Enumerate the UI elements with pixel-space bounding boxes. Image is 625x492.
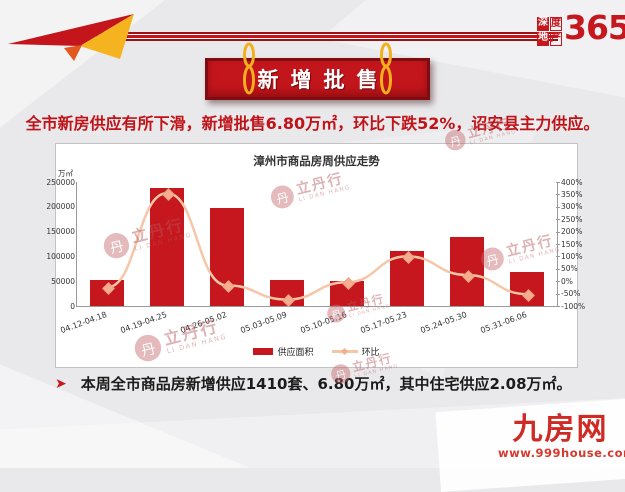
site-url: www.999house.com — [498, 446, 625, 460]
brand-char: 地 — [537, 32, 549, 46]
rope-icon — [243, 42, 255, 95]
x-axis-tick-label: 05.24-05.30 — [419, 310, 469, 336]
brand-char: 度 — [550, 17, 562, 31]
y-right-tick-mark — [556, 293, 560, 295]
y-right-tick-label: -50% — [561, 289, 581, 299]
y-right-tick-label: -100% — [561, 301, 586, 311]
y-left-tick-label: 100000 — [46, 251, 75, 261]
legend-line-swatch — [331, 347, 358, 355]
y-right-tick-label: 250% — [561, 214, 583, 224]
y-axis-unit-label: 万㎡ — [58, 169, 73, 178]
y-right-tick-mark — [556, 244, 560, 245]
y-right-tick-label: 100% — [561, 251, 583, 261]
supply-trend-chart: 漳州市商品房周供应走势 万㎡ 04.12-04.18 04.19-04.25 04.… — [46, 143, 585, 368]
y-right-tick-mark — [556, 206, 560, 208]
divider-line — [96, 32, 542, 41]
legend-item-supply: 供应面积 — [253, 345, 314, 358]
legend-bar-swatch — [253, 348, 274, 355]
section-banner: 新增批售 — [205, 58, 430, 100]
brand-char: 深 — [537, 17, 549, 31]
section-banner-title: 新增批售 — [257, 68, 390, 92]
site-logo: 九房网 www.999house.com — [498, 412, 625, 461]
brand-logo: 深 度 地 产 365 — [537, 10, 625, 46]
legend-item-mom: 环比 — [331, 345, 380, 358]
y-right-tick-label: 400% — [561, 177, 583, 187]
y-right-tick-mark — [556, 281, 560, 283]
x-axis-tick-label: 04.12-04.18 — [59, 310, 109, 336]
y-right-tick-mark — [556, 256, 560, 258]
y-right-tick-mark — [556, 194, 560, 196]
y-right-tick-mark — [556, 306, 560, 307]
y-right-tick-label: 0% — [561, 276, 573, 286]
legend-label: 环比 — [361, 348, 380, 358]
y-right-tick-label: 50% — [561, 264, 578, 274]
y-right-tick-mark — [556, 219, 560, 221]
chart-legend: 供应面积 环比 — [56, 345, 577, 358]
bar — [150, 187, 184, 306]
x-axis-tick-label: 05.31-06.06 — [479, 310, 529, 336]
rope-icon — [380, 42, 392, 95]
summary-note: ➤ 本周全市商品房新增供应1410套、6.80万㎡，其中住宅供应2.08万㎡。 — [55, 374, 585, 394]
brand-number: 365 — [564, 8, 625, 47]
headline-text: 全市新房供应有所下滑，新增批售6.80万㎡，环比下跌52%，诏安县主力供应。 — [25, 114, 600, 133]
arrow-bullet-icon: ➤ — [55, 376, 67, 392]
x-axis-tick-label: 04.26-05.02 — [179, 310, 229, 336]
y-left-tick-label: 50000 — [51, 276, 75, 286]
y-left-tick-label: 150000 — [46, 227, 75, 237]
y-right-tick-mark — [556, 231, 560, 233]
y-right-tick-label: 300% — [561, 202, 583, 212]
site-name: 九房网 — [512, 412, 609, 447]
y-left-tick-label: 0 — [70, 301, 75, 311]
brand-char: 产 — [550, 32, 562, 46]
x-axis-tick-label: 05.17-05.23 — [359, 310, 409, 336]
paper-plane-icon — [8, 14, 134, 61]
y-right-tick-label: 150% — [561, 239, 583, 249]
chart-title: 漳州市商品房周供应走势 — [253, 154, 380, 168]
summary-note-text: 本周全市商品房新增供应1410套、6.80万㎡，其中住宅供应2.08万㎡。 — [80, 375, 572, 393]
legend-label: 供应面积 — [277, 348, 314, 358]
x-axis-tick-label: 05.03-05.09 — [239, 310, 289, 336]
y-right-tick-label: 350% — [561, 189, 583, 199]
plot-area: 04.12-04.18 04.19-04.25 04.26-05.02 05.03-0… — [59, 182, 558, 335]
brand-cn-text: 深 度 地 产 — [537, 17, 562, 46]
y-right-tick-label: 200% — [561, 227, 583, 237]
y-left-tick-label: 250000 — [46, 177, 75, 187]
y-right-tick-mark — [556, 182, 560, 183]
y-left-tick-label: 200000 — [46, 202, 75, 212]
y-right-tick-mark — [556, 268, 560, 270]
trend-line — [106, 191, 528, 301]
x-axis-tick-label: 05.10-05.16 — [299, 310, 349, 336]
x-axis-tick-label: 04.19-04.25 — [119, 310, 169, 336]
